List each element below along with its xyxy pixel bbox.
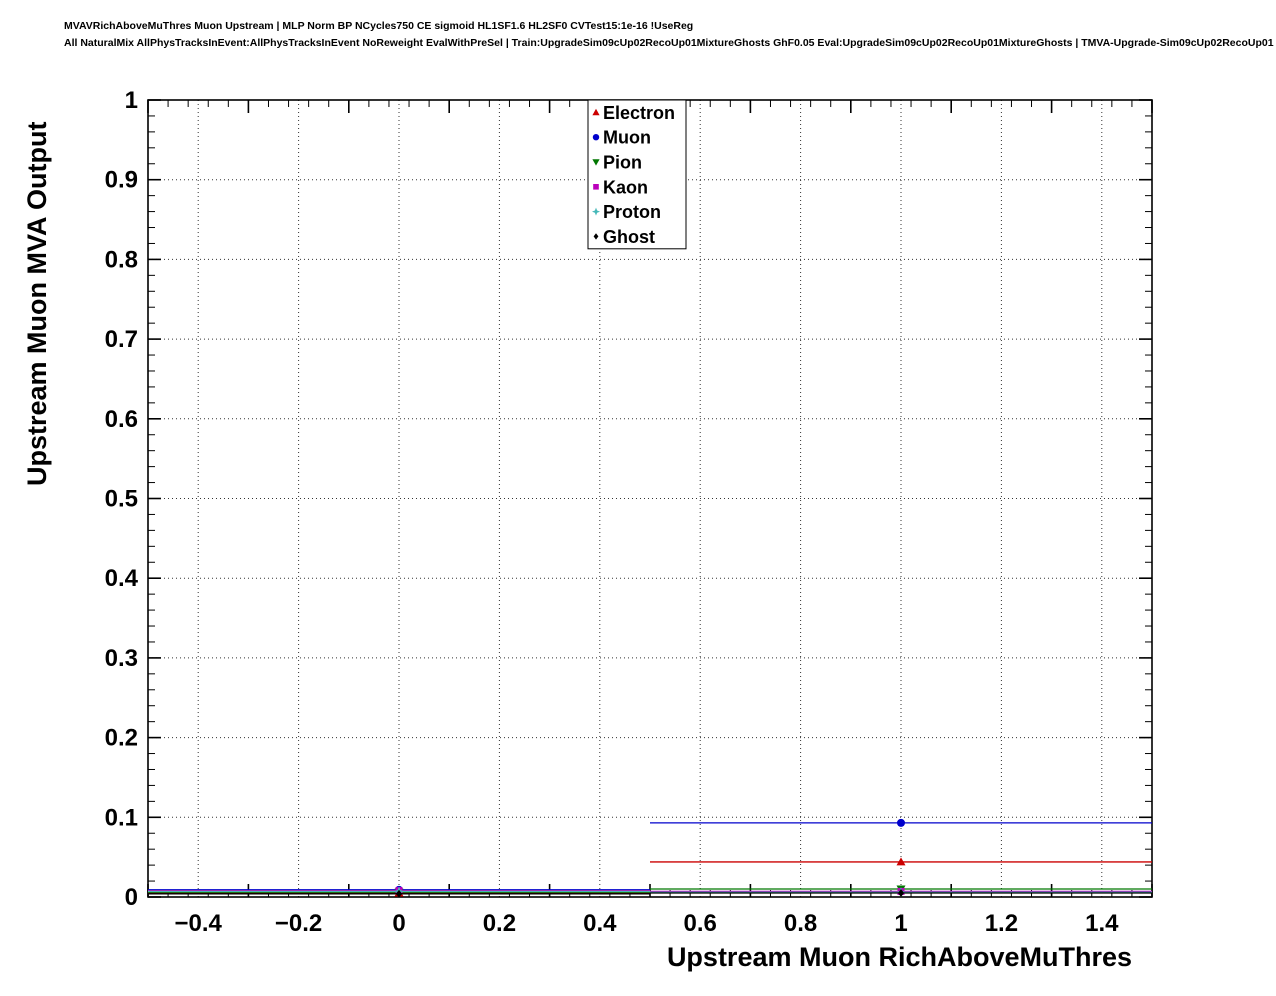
x-axis-title: Upstream Muon RichAboveMuThres xyxy=(667,942,1132,972)
legend-entry-muon: Muon xyxy=(592,128,651,148)
svg-text:0.6: 0.6 xyxy=(105,406,138,433)
legend-box xyxy=(587,99,687,250)
svg-text:0.8: 0.8 xyxy=(784,910,817,937)
svg-text:−0.2: −0.2 xyxy=(275,910,322,937)
tick-labels: −0.4 −0.2 0 0.2 0.4 0.6 0.8 1 1.2 1.4 0 0.1 0.2 0.3 0.… xyxy=(105,87,1120,937)
plot-title-line1: MVAVRichAboveMuThres Muon Upstream | MLP… xyxy=(64,20,694,32)
legend-entry-electron: Electron xyxy=(592,103,675,123)
svg-text:−0.4: −0.4 xyxy=(175,910,223,937)
svg-text:0.8: 0.8 xyxy=(105,246,138,273)
legend-label: Electron xyxy=(603,103,675,123)
legend-label: Proton xyxy=(603,202,661,222)
legend-entry-proton: Proton xyxy=(592,202,661,222)
svg-text:0.2: 0.2 xyxy=(483,910,516,937)
svg-text:0: 0 xyxy=(392,910,405,937)
legend-label: Pion xyxy=(603,153,642,173)
plot-title-line2: All NaturalMix AllPhysTracksInEvent:AllP… xyxy=(64,37,1274,49)
svg-text:1: 1 xyxy=(894,910,907,937)
svg-text:0.3: 0.3 xyxy=(105,645,138,672)
y-axis-title: Upstream Muon MVA Output xyxy=(22,122,52,486)
svg-text:0.1: 0.1 xyxy=(105,804,138,831)
legend-entry-ghost: Ghost xyxy=(593,227,655,247)
legend-entry-pion: Pion xyxy=(592,153,642,173)
legend-label: Kaon xyxy=(603,177,648,197)
legend: Electron Muon Pion Kaon Proton Ghost xyxy=(587,99,687,250)
legend-label: Muon xyxy=(603,128,651,148)
svg-text:0.7: 0.7 xyxy=(105,326,138,353)
svg-text:1.4: 1.4 xyxy=(1085,910,1119,937)
legend-entry-kaon: Kaon xyxy=(593,177,648,197)
legend-label: Ghost xyxy=(603,227,655,247)
svg-text:0.5: 0.5 xyxy=(105,486,138,513)
svg-text:0.9: 0.9 xyxy=(105,167,138,194)
svg-text:0.4: 0.4 xyxy=(105,565,139,592)
svg-text:0.2: 0.2 xyxy=(105,725,138,752)
series-ghost xyxy=(148,889,1152,898)
svg-text:0: 0 xyxy=(125,884,138,911)
plot-header: MVAVRichAboveMuThres Muon Upstream | MLP… xyxy=(64,18,1274,52)
gridlines xyxy=(148,100,1152,897)
svg-text:0.6: 0.6 xyxy=(684,910,717,937)
svg-text:0.4: 0.4 xyxy=(583,910,617,937)
svg-text:1.2: 1.2 xyxy=(985,910,1018,937)
svg-text:1: 1 xyxy=(125,87,138,114)
